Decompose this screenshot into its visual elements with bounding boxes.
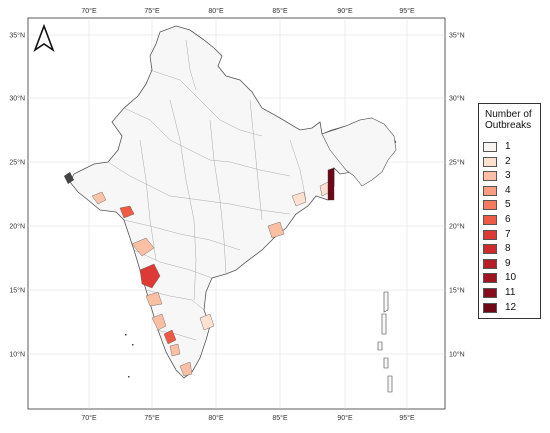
legend-swatch (483, 229, 497, 240)
x-tick-bottom: 70°E (81, 414, 97, 422)
y-tick-left: 15°N (9, 287, 25, 295)
outbreak-maharashtra-1 (131, 237, 155, 257)
northeast-region (321, 117, 397, 187)
legend-item: 5 (483, 199, 539, 212)
y-tick-right: 10°N (449, 351, 465, 359)
legend-item: 1 (483, 141, 539, 154)
legend-swatch (483, 302, 497, 313)
legend-label: 4 (505, 184, 511, 196)
y-tick-right: 15°N (449, 287, 465, 295)
outbreak-odisha (291, 191, 307, 207)
legend-swatch (483, 258, 497, 269)
legend-label: 5 (505, 199, 511, 211)
legend-title: Number of Outbreaks (485, 109, 541, 131)
legend-swatch (483, 273, 497, 284)
legend-label: 1 (505, 141, 511, 152)
legend-item: 11 (483, 287, 539, 300)
y-tick-left: 35°N (9, 32, 25, 40)
x-tick-bottom: 85°E (272, 414, 288, 422)
y-tick-left: 10°N (9, 351, 25, 359)
y-tick-left: 20°N (9, 223, 25, 231)
y-tick-left: 25°N (9, 159, 25, 167)
legend-item: 4 (483, 185, 539, 198)
india-landmass (69, 25, 397, 379)
kutch-fragment (64, 172, 74, 184)
legend-item: 10 (483, 272, 539, 285)
legend-label: 3 (505, 170, 511, 182)
legend-swatch (483, 142, 497, 152)
outbreak-tamilnadu-2 (179, 361, 193, 377)
legend-swatch (483, 215, 497, 225)
legend-swatch (483, 171, 497, 182)
legend-swatch (483, 200, 497, 211)
outbreak-gujarat-coast (91, 191, 107, 205)
y-tick-left: 30°N (9, 95, 25, 103)
outbreak-mumbai (119, 205, 135, 219)
legend-label: 10 (505, 272, 517, 284)
legend-swatch (483, 288, 497, 298)
outbreak-kerala-3 (169, 343, 181, 357)
legend-label: 11 (505, 287, 516, 298)
legend-label: 12 (505, 301, 517, 313)
y-tick-right: 30°N (449, 95, 465, 103)
legend-item: 6 (483, 214, 539, 227)
x-tick-bottom: 95°E (399, 414, 415, 422)
legend-item: 2 (483, 156, 539, 169)
outbreak-karnataka-1 (139, 263, 161, 289)
x-tick-top: 75°E (144, 7, 160, 15)
legend-item: 3 (483, 170, 539, 183)
x-tick-top: 70°E (81, 7, 97, 15)
legend-item: 8 (483, 243, 539, 256)
north-arrow-icon (33, 23, 55, 53)
y-tick-right: 20°N (449, 223, 465, 231)
legend-title-line-2: Outbreaks (485, 120, 532, 131)
legend-label: 7 (505, 228, 511, 240)
legend-label: 9 (505, 257, 511, 269)
outbreak-kerala-1 (151, 313, 167, 331)
outbreak-andhra (267, 221, 285, 239)
outbreak-karnataka-2 (145, 291, 163, 307)
andaman-nicobar-islands (377, 291, 393, 393)
legend-item: 7 (483, 229, 539, 242)
y-tick-right: 25°N (449, 159, 465, 167)
y-tick-right: 35°N (449, 32, 465, 40)
x-tick-bottom: 75°E (144, 414, 160, 422)
legend-swatch (483, 185, 497, 196)
outbreak-tamilnadu-1 (199, 313, 215, 331)
x-tick-top: 95°E (399, 7, 415, 15)
legend-label: 6 (505, 214, 511, 225)
x-tick-bottom: 90°E (337, 414, 353, 422)
outbreak-westbengal-2 (327, 167, 335, 201)
x-tick-top: 80°E (208, 7, 224, 15)
legend: Number of Outbreaks 1 2 3 4 5 6 7 8 9 10 11 12 (478, 103, 541, 319)
legend-item: 12 (483, 302, 539, 315)
outbreak-kerala-2 (163, 329, 177, 345)
legend-title-line-1: Number of (485, 109, 532, 120)
x-tick-top: 85°E (272, 7, 288, 15)
legend-item: 9 (483, 258, 539, 271)
legend-label: 8 (505, 243, 511, 255)
legend-swatch (483, 156, 497, 167)
legend-label: 2 (505, 155, 511, 167)
x-tick-top: 90°E (337, 7, 353, 15)
x-tick-bottom: 80°E (208, 414, 224, 422)
lakshadweep-islands (125, 334, 134, 378)
legend-swatch (483, 244, 497, 255)
